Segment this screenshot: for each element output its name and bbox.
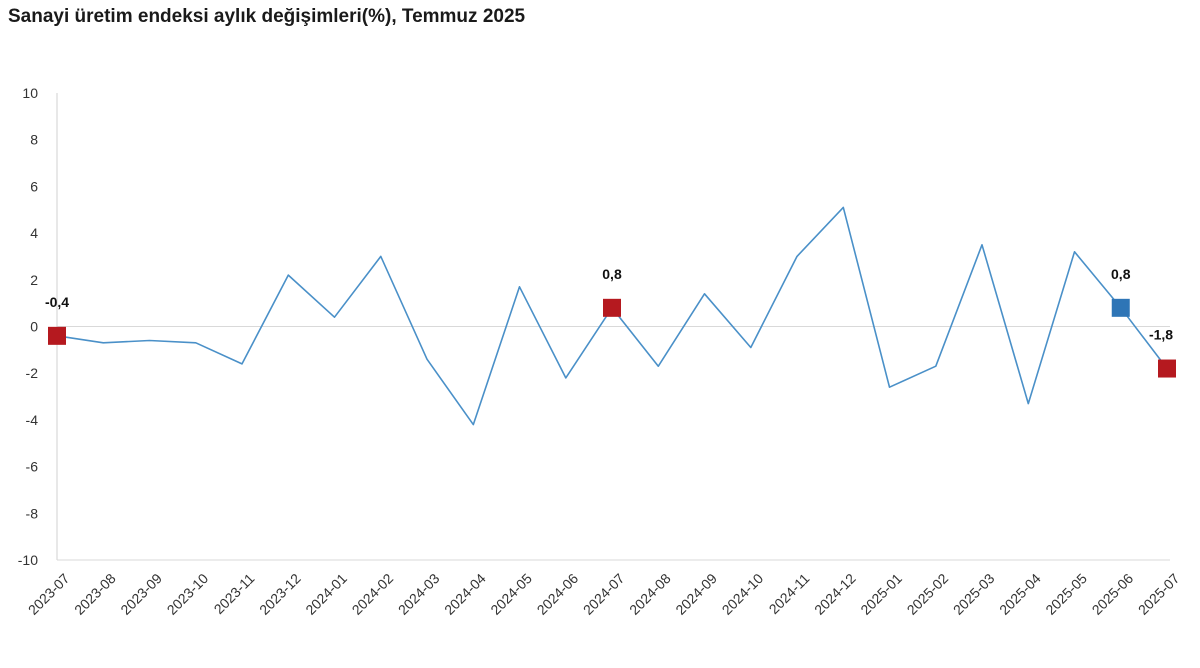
chart-title: Sanayi üretim endeksi aylık değişimleri(…	[8, 6, 526, 27]
y-tick-label: 6	[30, 178, 38, 194]
x-tick-label: 2024-08	[626, 570, 674, 618]
y-tick-label: -6	[26, 459, 39, 475]
data-label: 0,8	[1111, 266, 1131, 282]
x-tick-label: 2024-04	[441, 570, 489, 618]
x-tick-label: 2025-02	[904, 570, 952, 618]
x-tick-label: 2025-01	[857, 570, 905, 618]
y-tick-label: -4	[26, 412, 39, 428]
y-tick-label: 0	[30, 319, 38, 335]
x-tick-label: 2024-03	[395, 570, 443, 618]
highlight-marker	[1158, 359, 1176, 378]
x-tick-label: 2024-10	[719, 570, 767, 618]
x-tick-label: 2024-07	[580, 570, 628, 618]
highlight-marker	[603, 298, 621, 317]
data-label: -0,4	[45, 294, 69, 310]
x-tick-label: 2024-09	[672, 570, 720, 618]
y-tick-label: 4	[30, 225, 38, 241]
x-tick-label: 2023-07	[25, 570, 73, 618]
x-tick-label: 2025-07	[1135, 570, 1183, 618]
x-tick-label: 2023-11	[211, 570, 258, 617]
x-tick-label: 2024-06	[534, 570, 582, 618]
data-label: 0,8	[602, 266, 622, 282]
y-tick-label: 2	[30, 272, 38, 288]
y-tick-label: -8	[26, 505, 39, 521]
x-tick-label: 2025-06	[1089, 570, 1137, 618]
y-tick-label: -10	[18, 552, 38, 568]
x-tick-label: 2023-12	[256, 570, 304, 618]
highlight-marker	[1111, 298, 1130, 317]
x-tick-label: 2024-05	[487, 570, 535, 618]
y-axis: 10 8 6 4 2 0 -2 -4 -6 -8 -10	[18, 85, 1170, 568]
x-tick-label: 2025-05	[1042, 570, 1090, 618]
x-tick-label: 2024-02	[349, 570, 397, 618]
highlight-marker	[48, 326, 66, 345]
x-tick-label: 2024-01	[302, 570, 350, 618]
x-tick-label: 2023-10	[164, 570, 212, 618]
x-tick-label: 2023-09	[117, 570, 165, 618]
highlight-layer: -0,4 0,8 0,8 -1,8	[45, 266, 1176, 378]
y-tick-label: -2	[26, 365, 39, 381]
x-tick-label: 2025-04	[996, 570, 1044, 618]
y-tick-label: 10	[22, 85, 38, 101]
x-tick-label: 2025-03	[950, 570, 998, 618]
x-tick-label: 2023-08	[71, 570, 119, 618]
y-tick-label: 8	[30, 132, 38, 148]
x-tick-label: 2024-12	[811, 570, 859, 618]
x-tick-label: 2024-11	[766, 570, 813, 617]
data-label: -1,8	[1149, 327, 1173, 343]
